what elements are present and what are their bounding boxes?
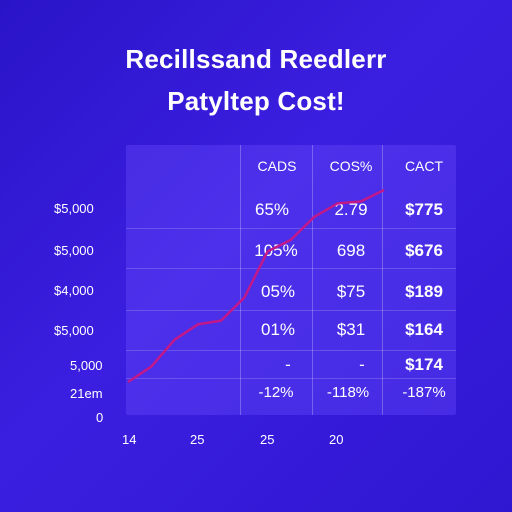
table-cell: $676: [405, 241, 443, 260]
table-cell: -187%: [402, 384, 446, 401]
grid-vline: [382, 145, 383, 415]
grid-hline: [126, 378, 456, 379]
grid-hline: [126, 350, 456, 351]
series-line-0: [127, 188, 385, 384]
table-cell: $174: [405, 355, 443, 374]
table-cell: 65%: [254, 200, 290, 219]
table-header-cact: CACT: [404, 158, 444, 174]
y-tick-label: 21em: [70, 386, 103, 401]
table-header-cads: CADS: [257, 158, 297, 174]
table-cell: 05%: [260, 282, 296, 301]
table-cell: 2.79: [334, 200, 368, 219]
x-tick-label: 14: [122, 432, 137, 447]
table-cell: -12%: [258, 384, 294, 401]
x-tick-label: 20: [329, 432, 344, 447]
table-cell: $31: [336, 320, 366, 339]
table-cell: -: [359, 355, 365, 374]
x-tick-label: 25: [190, 432, 205, 447]
table-cell: $164: [405, 320, 443, 339]
y-tick-label: $5,000: [54, 323, 94, 338]
grid-vline: [240, 145, 241, 415]
table-header-cos: COS%: [329, 158, 373, 174]
plot-panel: [126, 145, 456, 415]
grid-hline: [126, 228, 456, 229]
chart-title-line1: Recillssand Reedlerr: [125, 44, 387, 74]
grid-hline: [126, 268, 456, 269]
y-tick-label: $4,000: [54, 283, 94, 298]
chart-title-line2: Patyltep Cost!: [167, 86, 345, 116]
y-tick-label: 5,000: [70, 358, 103, 373]
grid-vline: [312, 145, 313, 415]
y-tick-label: $5,000: [54, 201, 94, 216]
table-cell: -: [285, 355, 291, 374]
y-tick-label: $5,000: [54, 243, 94, 258]
table-cell: 698: [336, 241, 366, 260]
table-cell: $189: [405, 282, 443, 301]
table-cell: $75: [336, 282, 366, 301]
grid-hline: [126, 310, 456, 311]
table-cell: -118%: [326, 384, 370, 401]
y-tick-label: 0: [96, 410, 104, 425]
table-cell: $775: [405, 200, 443, 219]
x-tick-label: 25: [260, 432, 275, 447]
table-cell: 01%: [260, 320, 296, 339]
